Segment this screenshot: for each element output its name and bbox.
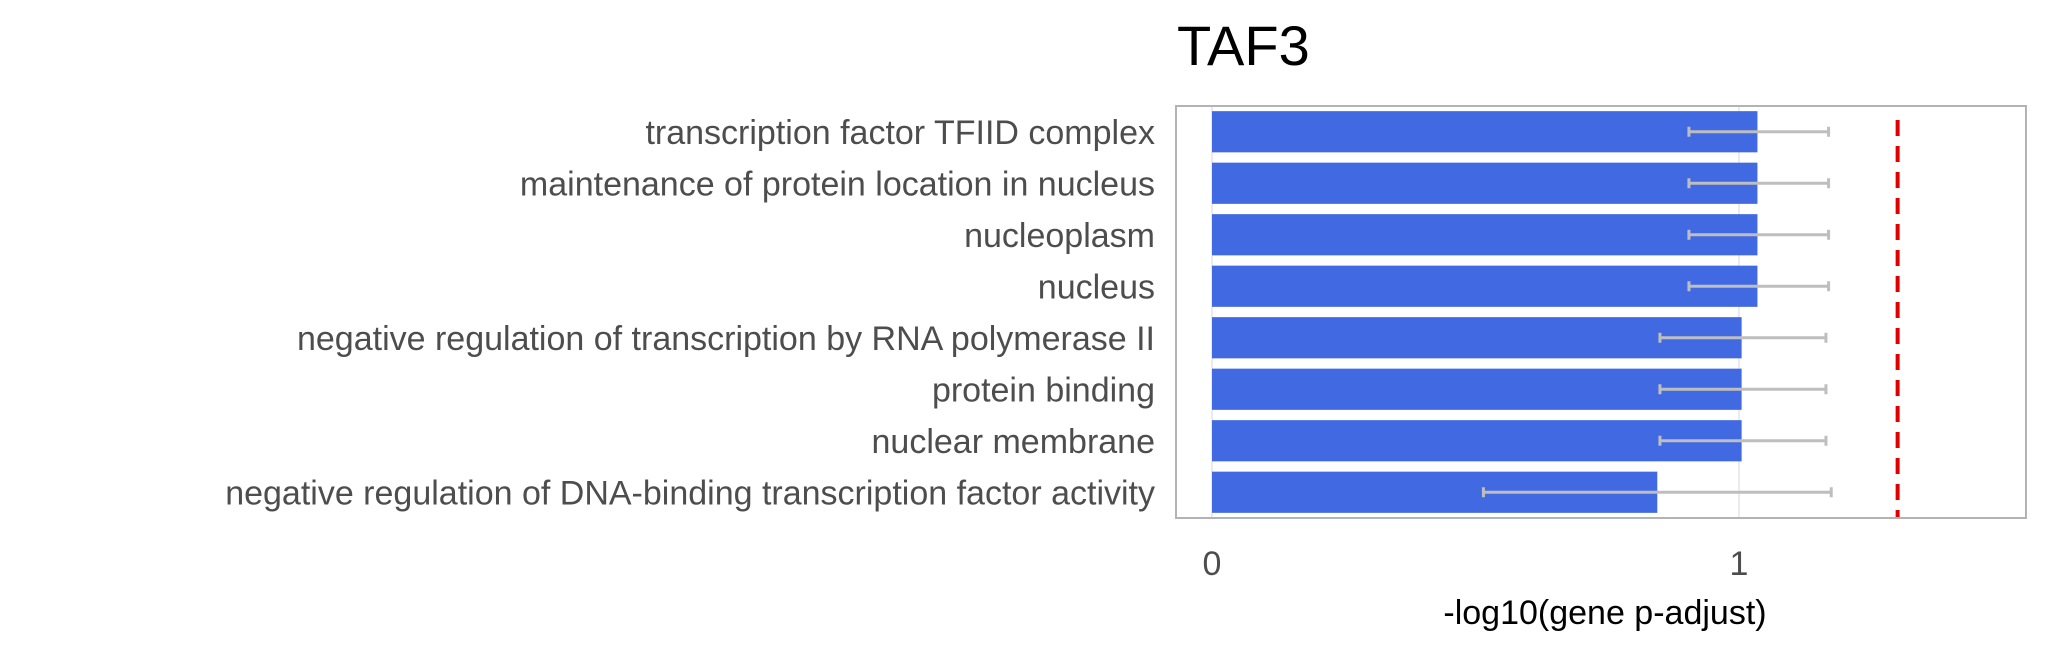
bar [1212,214,1758,256]
bars [1212,111,1758,513]
error-bars [1481,126,1833,498]
bar [1212,162,1758,204]
category-label: nucleus [1038,268,1155,306]
category-label: transcription factor TFIID complex [645,114,1155,152]
category-label: negative regulation of DNA-binding trans… [225,474,1155,512]
chart-title: TAF3 [1177,14,1310,77]
category-label: nuclear membrane [872,423,1155,461]
x-tick-label: 0 [1203,545,1222,583]
category-label: protein binding [932,371,1155,409]
x-axis-title: -log10(gene p-adjust) [1443,594,1766,632]
x-tick-label: 1 [1730,545,1749,583]
bar [1212,111,1758,153]
category-label: maintenance of protein location in nucle… [520,165,1155,203]
bar [1212,265,1758,307]
bar [1212,368,1742,410]
category-label: nucleoplasm [964,217,1155,255]
bar [1212,420,1742,462]
category-labels: transcription factor TFIID complex mainte… [225,114,1155,513]
panel-border [1175,105,2027,519]
bar [1212,317,1742,359]
category-label: negative regulation of transcription by … [297,320,1155,358]
